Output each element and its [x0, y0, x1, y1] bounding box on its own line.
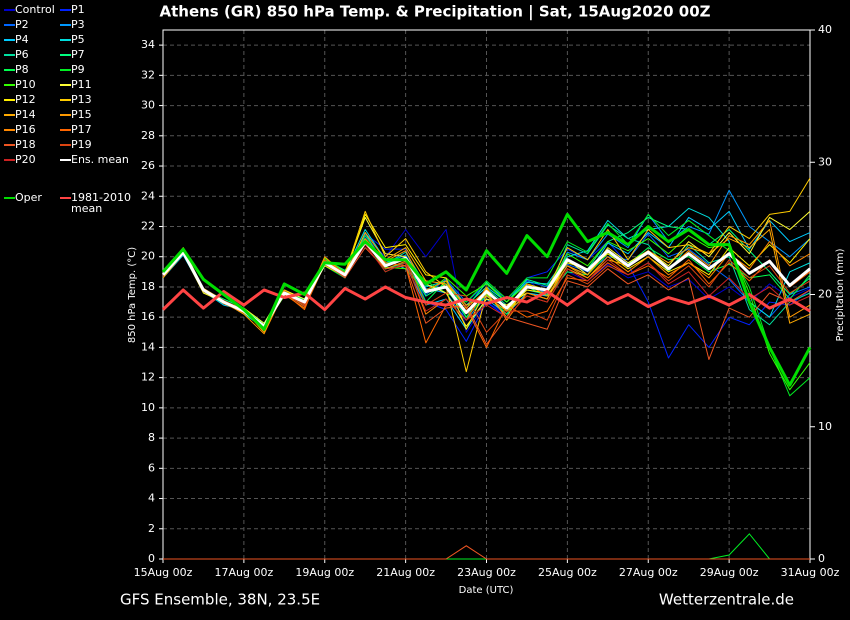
y-tick-label: 18	[141, 280, 155, 293]
y2-axis-label: Precipitation (mm)	[835, 248, 846, 341]
x-tick-label: 17Aug 00z	[215, 566, 274, 579]
y-tick-label: 34	[141, 38, 155, 51]
legend-swatch	[4, 99, 15, 101]
legend-label: P14	[15, 108, 36, 121]
y-tick-label: 30	[141, 99, 155, 112]
legend-swatch	[60, 114, 71, 116]
y-tick-label: 32	[141, 68, 155, 81]
legend-label: P15	[71, 108, 92, 121]
legend-label: P11	[71, 78, 92, 91]
legend-label: P10	[15, 78, 36, 91]
y-axis-label: 850 hPa Temp. (°C)	[127, 247, 138, 343]
legend-swatch	[4, 9, 15, 11]
legend-label: P4	[15, 33, 29, 46]
legend-label: P18	[15, 138, 36, 151]
legend-label: P19	[71, 138, 92, 151]
x-tick-label: 27Aug 00z	[619, 566, 678, 579]
legend-label: P13	[71, 93, 92, 106]
legend-label: Oper	[15, 190, 42, 204]
legend-label: P5	[71, 33, 85, 46]
legend-label: 1981-2010 mean	[71, 190, 131, 215]
y2-tick-label: 20	[818, 288, 832, 301]
y-tick-label: 10	[141, 401, 155, 414]
legend-label: P8	[15, 63, 29, 76]
legend-swatch	[4, 144, 15, 146]
x-tick-label: 19Aug 00z	[295, 566, 354, 579]
legend-swatch	[60, 69, 71, 71]
y-tick-label: 12	[141, 371, 155, 384]
legend-label: P12	[15, 93, 36, 106]
legend-swatch	[4, 69, 15, 71]
y-tick-label: 28	[141, 129, 155, 142]
legend-swatch	[4, 196, 15, 199]
legend-swatch	[60, 39, 71, 41]
x-axis-label: Date (UTC)	[459, 585, 514, 596]
x-tick-label: 31Aug 00z	[781, 566, 840, 579]
legend-swatch	[4, 39, 15, 41]
legend-label: P16	[15, 123, 36, 136]
legend-swatch	[4, 54, 15, 56]
legend-label: Control	[15, 3, 55, 16]
legend-label: P1	[71, 3, 85, 16]
y-tick-label: 20	[141, 250, 155, 263]
y-tick-label: 24	[141, 189, 155, 202]
series-line	[161, 285, 811, 313]
legend-swatch	[4, 84, 15, 86]
y-tick-label: 22	[141, 219, 155, 232]
y2-tick-label: 40	[818, 23, 832, 36]
x-tick-label: 23Aug 00z	[457, 566, 516, 579]
y-tick-label: 6	[148, 461, 155, 474]
y-tick-label: 14	[141, 340, 155, 353]
legend-swatch	[4, 24, 15, 26]
precip-line	[163, 545, 810, 560]
legend-swatch	[60, 24, 71, 26]
legend-label: P3	[71, 18, 85, 31]
legend-label: P2	[15, 18, 29, 31]
series-line	[161, 212, 812, 387]
legend-swatch	[60, 129, 71, 131]
legend-swatch	[60, 84, 71, 86]
x-tick-label: 15Aug 00z	[134, 566, 193, 579]
subtitle: GFS Ensemble, 38N, 23.5E	[120, 591, 320, 609]
y-tick-label: 8	[148, 431, 155, 444]
x-tick-label: 21Aug 00z	[376, 566, 435, 579]
y-tick-label: 4	[148, 492, 155, 505]
y-tick-label: 0	[148, 552, 155, 565]
y2-tick-label: 30	[818, 155, 832, 168]
x-tick-label: 25Aug 00z	[538, 566, 597, 579]
legend-label: P17	[71, 123, 92, 136]
legend-swatch	[4, 159, 15, 161]
legend-label: Ens. mean	[71, 153, 129, 166]
legend-swatch	[60, 54, 71, 56]
legend-swatch	[60, 144, 71, 146]
chart-title: Athens (GR) 850 hPa Temp. & Precipitatio…	[159, 3, 710, 22]
source: Wetterzentrale.de	[659, 591, 794, 609]
legend-label: P7	[71, 48, 85, 61]
series-line	[162, 219, 811, 335]
legend-swatch	[4, 114, 15, 116]
legend-swatch	[4, 129, 15, 131]
legend-label: P20	[15, 153, 36, 166]
y-tick-label: 2	[148, 522, 155, 535]
y-tick-label: 26	[141, 159, 155, 172]
y2-tick-label: 0	[818, 552, 825, 565]
legend-swatch	[60, 99, 71, 101]
legend-label: P9	[71, 63, 85, 76]
x-tick-label: 29Aug 00z	[700, 566, 759, 579]
legend-swatch	[60, 159, 71, 161]
legend-swatch	[60, 9, 71, 11]
y-tick-label: 16	[141, 310, 155, 323]
legend-label: P6	[15, 48, 29, 61]
legend-swatch	[60, 196, 71, 199]
y2-tick-label: 10	[818, 420, 832, 433]
